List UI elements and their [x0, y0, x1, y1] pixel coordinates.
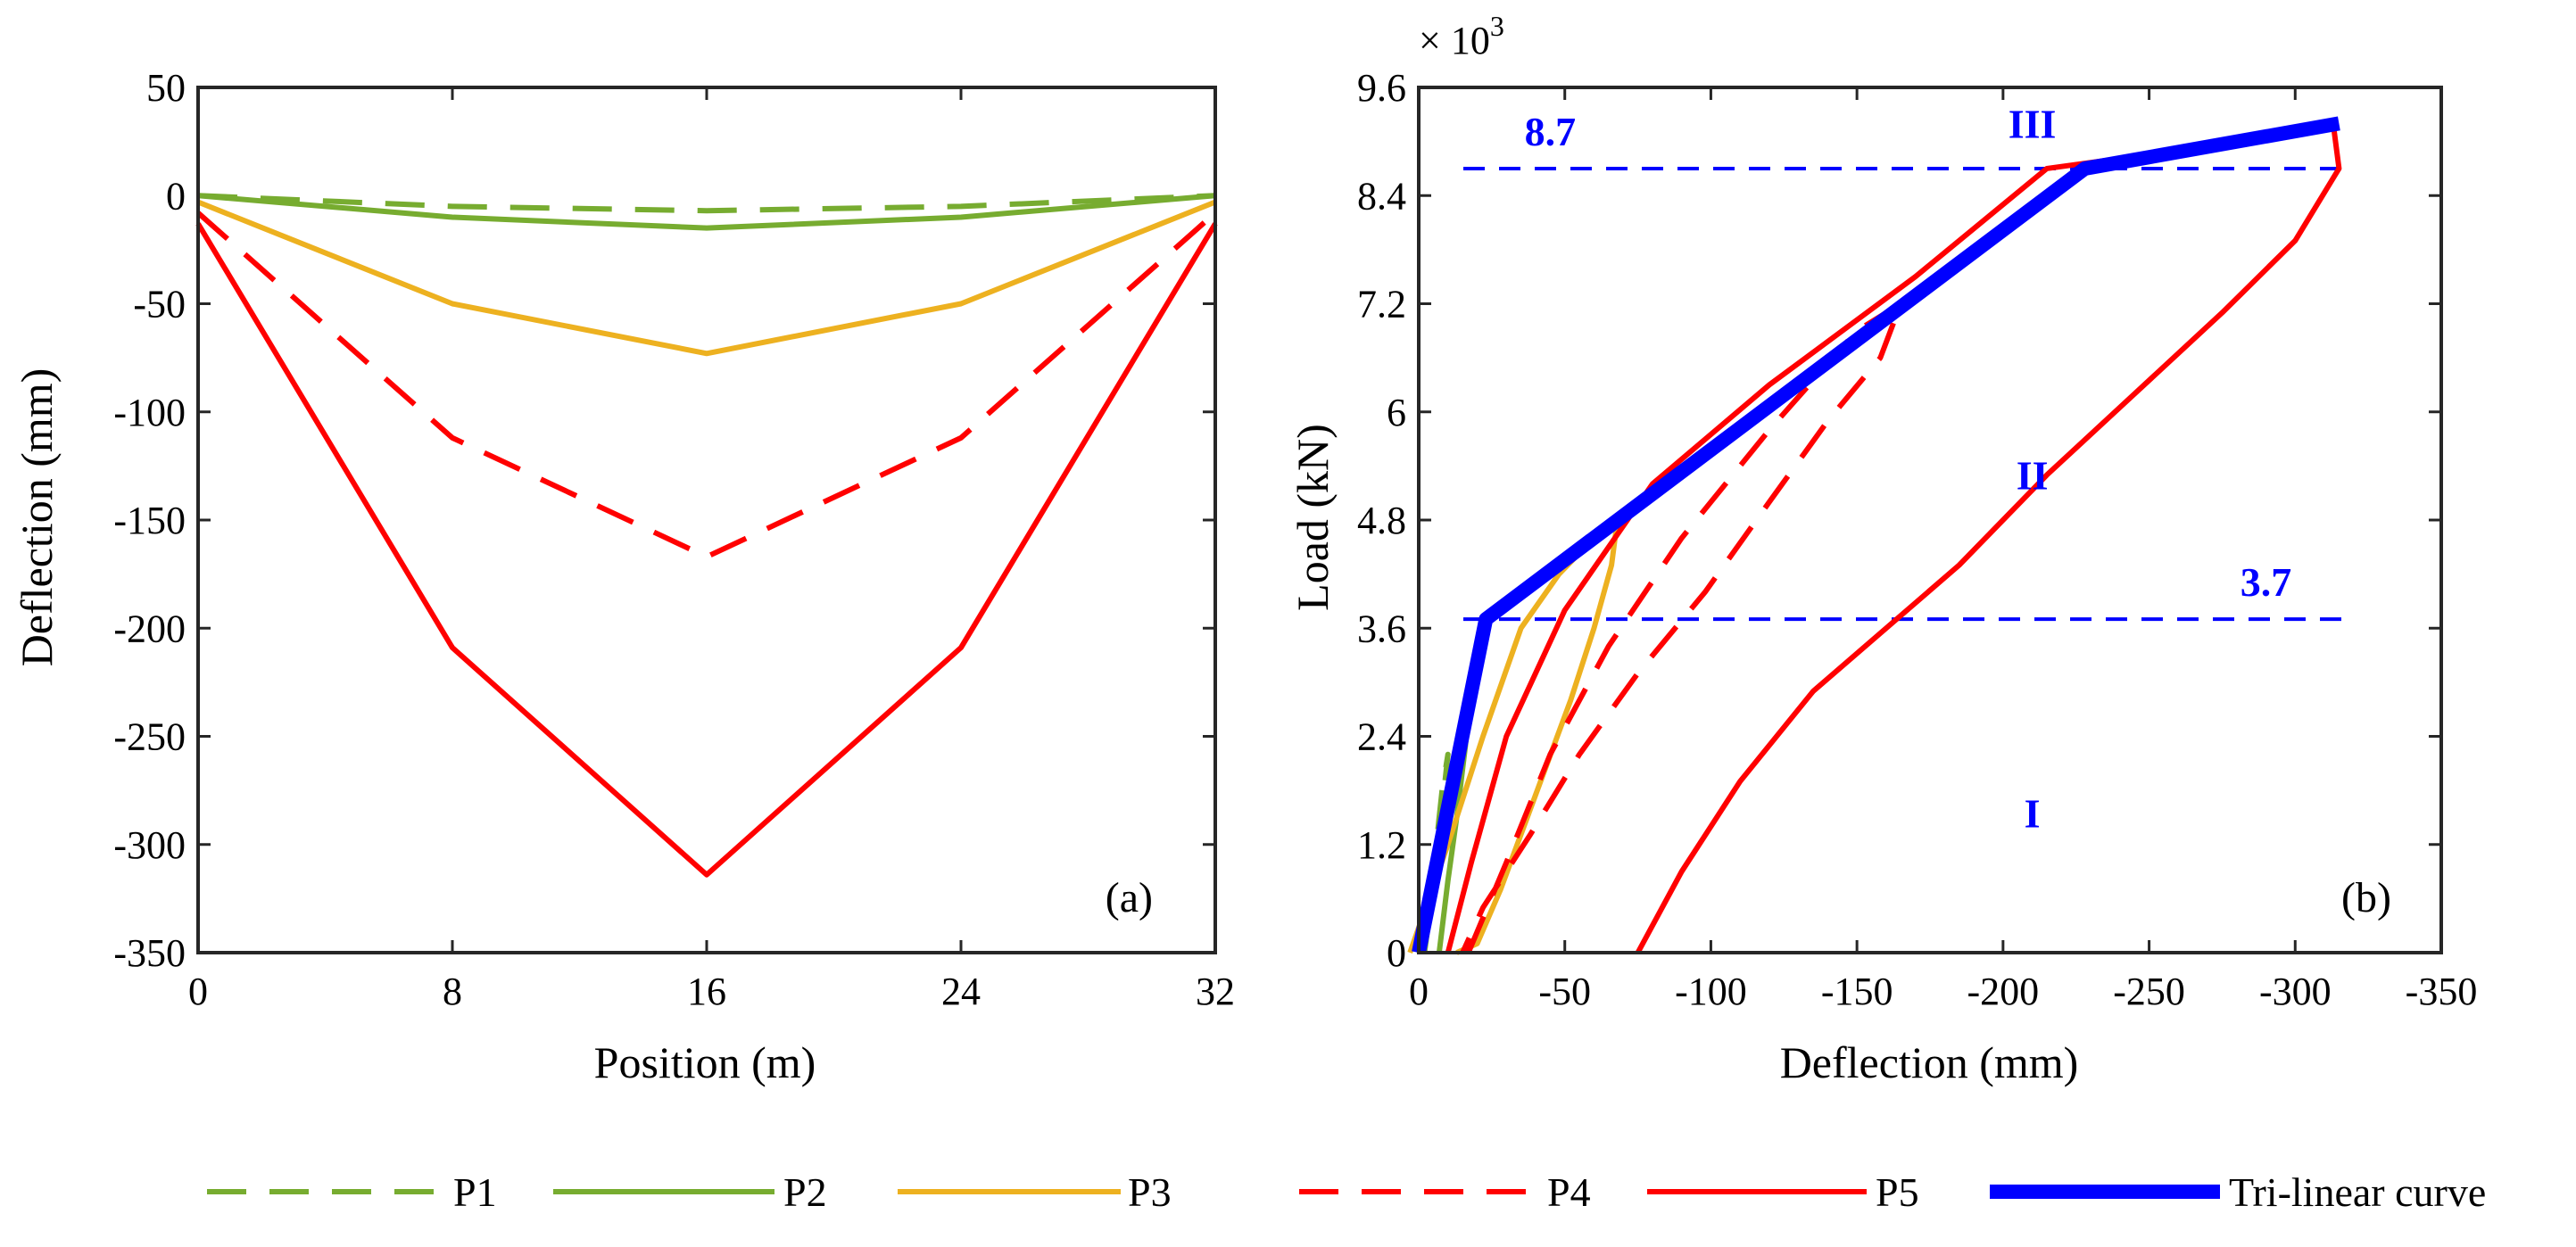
legend-item-p3: P3: [898, 1169, 1172, 1215]
legend-label: P2: [783, 1169, 827, 1215]
panel-a-series-p3: [196, 199, 1217, 357]
panel-b-x-tick-label: -350: [2406, 970, 2478, 1013]
panel-a-series-p5: [195, 222, 1218, 878]
panel-b-x-tick-label: -100: [1675, 970, 1747, 1013]
panel-a-x-tick-label: 16: [687, 970, 726, 1013]
legend-item-p1: P1: [207, 1169, 497, 1215]
panel-b-y-multiplier: × 103: [1419, 10, 1504, 62]
panel-a-x-axis-title: Position (m): [594, 1037, 816, 1087]
panel-b-axes-frame: [1417, 86, 2443, 954]
panel-b-x-tick-label: -250: [2113, 970, 2185, 1013]
panel-b-series-p4: [1460, 301, 1904, 954]
panel-b-ticks: 0 -50 -100 -150 -200 -250 -300 -350 0 1.2 2.4 3.6 4.…: [1357, 66, 2477, 1013]
panel-a-series-p1: [197, 193, 1216, 214]
panel-a-axes-frame: [196, 86, 1217, 954]
panel-a-series-group: [195, 193, 1218, 878]
panel-b-threshold-label-8-7: 8.7: [1525, 109, 1577, 154]
panel-a-y-tick-label: -250: [113, 715, 186, 759]
panel-b-reference-lines: [1463, 166, 2354, 622]
legend-label: P4: [1547, 1169, 1591, 1215]
panel-a-y-tick-label: -350: [113, 931, 186, 975]
panel-b-label: (b): [2341, 874, 2391, 921]
panel-b-y-tick-label: 9.6: [1357, 66, 1406, 110]
panel-b-y-tick-label: 8.4: [1357, 174, 1406, 218]
panel-a-x-tick-label: 0: [188, 970, 208, 1013]
panel-a-y-tick-label: -200: [113, 607, 186, 650]
panel-b-y-tick-label: 0: [1387, 931, 1406, 975]
panel-a-y-axis-title: Deflection (mm): [12, 368, 62, 667]
panel-a-label: (a): [1106, 874, 1153, 921]
panel-b-threshold-label-3-7: 3.7: [2241, 559, 2292, 605]
panel-b-series-tri-linear-curve: [1412, 116, 2340, 954]
panel-b-x-tick-label: -300: [2259, 970, 2332, 1013]
panel-a-y-tick-label: -100: [113, 391, 186, 434]
legend-item-p4: P4: [1299, 1169, 1591, 1215]
legend-label: P3: [1128, 1169, 1172, 1215]
panel-b-x-tick-label: -200: [1967, 970, 2040, 1013]
panel-a-series-p4: [196, 211, 1217, 560]
panel-b-region-label-iii: III: [2009, 101, 2057, 146]
panel-b-region-label-ii: II: [2017, 452, 2049, 498]
legend-label: P1: [453, 1169, 497, 1215]
panel-b-load-vs-deflection: 0 -50 -100 -150 -200 -250 -300 -350 0 1.2 2.4 3.6 4.…: [1288, 10, 2477, 1087]
panel-b-y-tick-label: 7.2: [1357, 283, 1406, 326]
panel-b-y-axis-title: Load (kN): [1288, 424, 1338, 611]
panel-b-series-p3: [1407, 517, 1620, 955]
panel-b-region-label-i: I: [2025, 790, 2041, 836]
legend-label: P5: [1876, 1169, 1919, 1215]
legend-item-p5: P5: [1647, 1169, 1919, 1215]
panel-a-y-tick-label: 50: [146, 66, 186, 110]
panel-b-y-tick-label: 4.8: [1357, 499, 1406, 542]
legend-item-tri-linear-curve: Tri-linear curve: [1990, 1169, 2486, 1215]
panel-a-series-p2: [197, 193, 1216, 231]
panel-a-x-tick-label: 8: [443, 970, 462, 1013]
panel-b-y-tick-label: 3.6: [1357, 607, 1406, 650]
panel-b-x-tick-label: 0: [1409, 970, 1429, 1013]
panel-b-x-tick-label: -50: [1538, 970, 1591, 1013]
panel-a-x-tick-label: 24: [941, 970, 981, 1013]
panel-a-y-tick-label: -300: [113, 823, 186, 867]
legend-item-p2: P2: [553, 1169, 827, 1215]
panel-a-y-tick-label: -50: [133, 283, 186, 326]
panel-b-x-axis-title: Deflection (mm): [1780, 1037, 2079, 1087]
panel-b-y-tick-label: 1.2: [1357, 823, 1406, 867]
panel-b-series-group: [1407, 116, 2342, 955]
panel-a-deflection-vs-position: 0 8 16 24 32 50 0 -50 -100 -150 -200 -250 -300 -350 (…: [12, 66, 1235, 1087]
panel-a-y-tick-label: -150: [113, 499, 186, 542]
panel-a-y-tick-label: 0: [166, 174, 186, 218]
panel-b-y-tick-label: 2.4: [1357, 715, 1406, 759]
panel-b-y-tick-label: 6: [1387, 391, 1406, 434]
legend-label: Tri-linear curve: [2229, 1169, 2486, 1215]
legend: P1 P2 P3 P4 P5 Tri-linear curve: [207, 1169, 2486, 1215]
panel-a-x-tick-label: 32: [1196, 970, 1235, 1013]
panel-b-series-p5: [1445, 120, 2342, 954]
panel-b-x-tick-label: -150: [1821, 970, 1893, 1013]
